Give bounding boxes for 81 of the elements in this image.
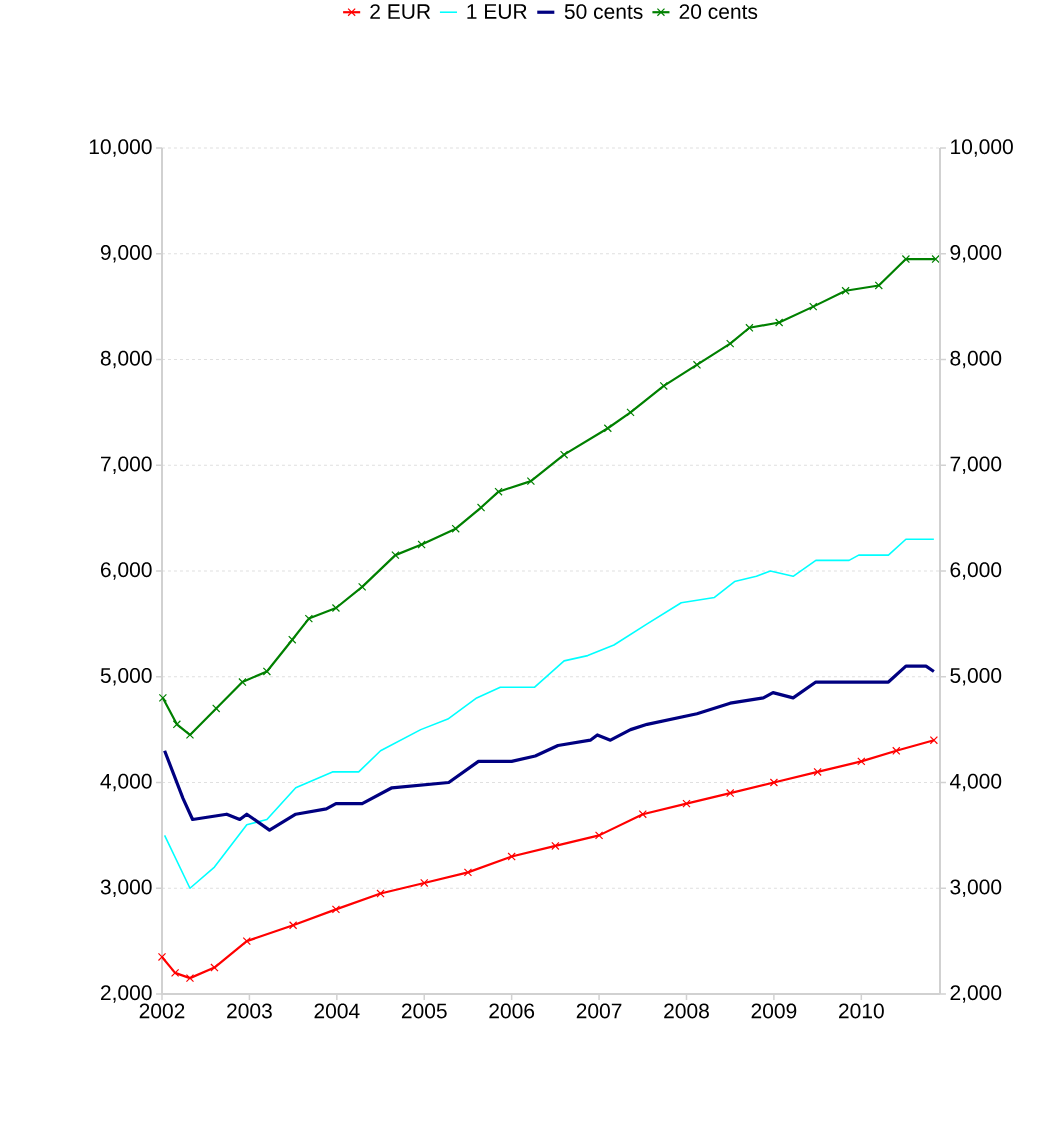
point bbox=[304, 614, 313, 623]
x-tick-label: 2008 bbox=[664, 1003, 709, 1019]
point bbox=[745, 323, 754, 332]
x-tick-label: 2004 bbox=[314, 1003, 360, 1019]
point bbox=[242, 936, 251, 946]
point bbox=[172, 720, 181, 729]
point bbox=[892, 746, 901, 755]
point bbox=[331, 603, 341, 613]
y2-tick-label: 9,000 bbox=[950, 245, 1002, 263]
y2-tick-label: 2,000 bbox=[950, 985, 1002, 1003]
point bbox=[626, 408, 635, 417]
y-tick-label: 8,000 bbox=[100, 350, 152, 369]
point bbox=[212, 704, 221, 713]
point bbox=[841, 286, 850, 295]
point bbox=[931, 254, 940, 264]
y2-tick-label: 8,000 bbox=[950, 350, 1002, 369]
point bbox=[507, 852, 516, 861]
legend-label: 2 EUR bbox=[370, 4, 431, 20]
point bbox=[682, 799, 691, 808]
x-tick-label: 2007 bbox=[576, 1003, 622, 1019]
point bbox=[451, 524, 460, 533]
point bbox=[874, 281, 883, 290]
point bbox=[170, 968, 180, 977]
legend-label: 20 cents bbox=[679, 4, 758, 20]
point bbox=[358, 582, 367, 591]
point bbox=[769, 778, 779, 787]
y-tick-label: 9,000 bbox=[100, 245, 152, 263]
x-tick-label: 2002 bbox=[139, 1003, 185, 1019]
point bbox=[476, 503, 486, 512]
point bbox=[238, 677, 247, 687]
y2-tick-label: 3,000 bbox=[950, 879, 1002, 897]
point bbox=[494, 487, 503, 496]
point bbox=[638, 810, 647, 819]
point bbox=[659, 381, 668, 391]
point bbox=[603, 424, 612, 433]
point bbox=[185, 730, 195, 740]
y-tick-label: 2,000 bbox=[100, 985, 152, 1003]
point bbox=[185, 973, 195, 983]
x-tick-label: 2010 bbox=[839, 1003, 884, 1019]
point bbox=[420, 878, 429, 888]
x-tick-label: 2003 bbox=[227, 1003, 272, 1019]
point bbox=[813, 767, 822, 777]
y2-tick-label: 6,000 bbox=[950, 562, 1002, 580]
y2-tick-label: 10,000 bbox=[951, 139, 1013, 157]
x-tick-label: 2005 bbox=[401, 1003, 447, 1019]
y-tick-label: 10,000 bbox=[89, 139, 152, 157]
point bbox=[463, 868, 473, 877]
point bbox=[288, 635, 297, 644]
x-tick-label: 2009 bbox=[751, 1003, 797, 1019]
point bbox=[559, 450, 569, 459]
point bbox=[157, 952, 167, 962]
point bbox=[929, 736, 939, 745]
point bbox=[857, 757, 866, 766]
y2-tick-label: 5,000 bbox=[950, 668, 1002, 686]
legend-label: 1 EUR bbox=[467, 4, 527, 19]
point bbox=[594, 831, 604, 840]
point bbox=[726, 788, 735, 798]
point bbox=[692, 360, 702, 369]
y2-tick-label: 4,000 bbox=[949, 773, 1002, 792]
y-tick-label: 6,000 bbox=[101, 562, 152, 580]
point bbox=[901, 254, 911, 264]
y-tick-label: 7,000 bbox=[101, 456, 152, 474]
point bbox=[809, 302, 818, 311]
point bbox=[158, 693, 168, 703]
legend-label: 50 cents bbox=[564, 4, 643, 20]
point bbox=[526, 476, 536, 486]
y-tick-label: 4,000 bbox=[100, 773, 152, 792]
y-tick-label: 5,000 bbox=[100, 668, 152, 686]
point bbox=[726, 339, 735, 348]
point bbox=[417, 540, 426, 549]
point bbox=[262, 667, 272, 676]
y2-tick-label: 7,000 bbox=[950, 456, 1002, 474]
point bbox=[331, 905, 341, 914]
point bbox=[210, 963, 219, 972]
y-tick-label: 3,000 bbox=[100, 879, 152, 897]
point bbox=[288, 921, 298, 930]
x-tick-label: 2006 bbox=[489, 1003, 535, 1019]
point bbox=[551, 841, 560, 851]
point bbox=[376, 889, 385, 898]
point bbox=[391, 551, 400, 560]
point bbox=[775, 318, 784, 327]
